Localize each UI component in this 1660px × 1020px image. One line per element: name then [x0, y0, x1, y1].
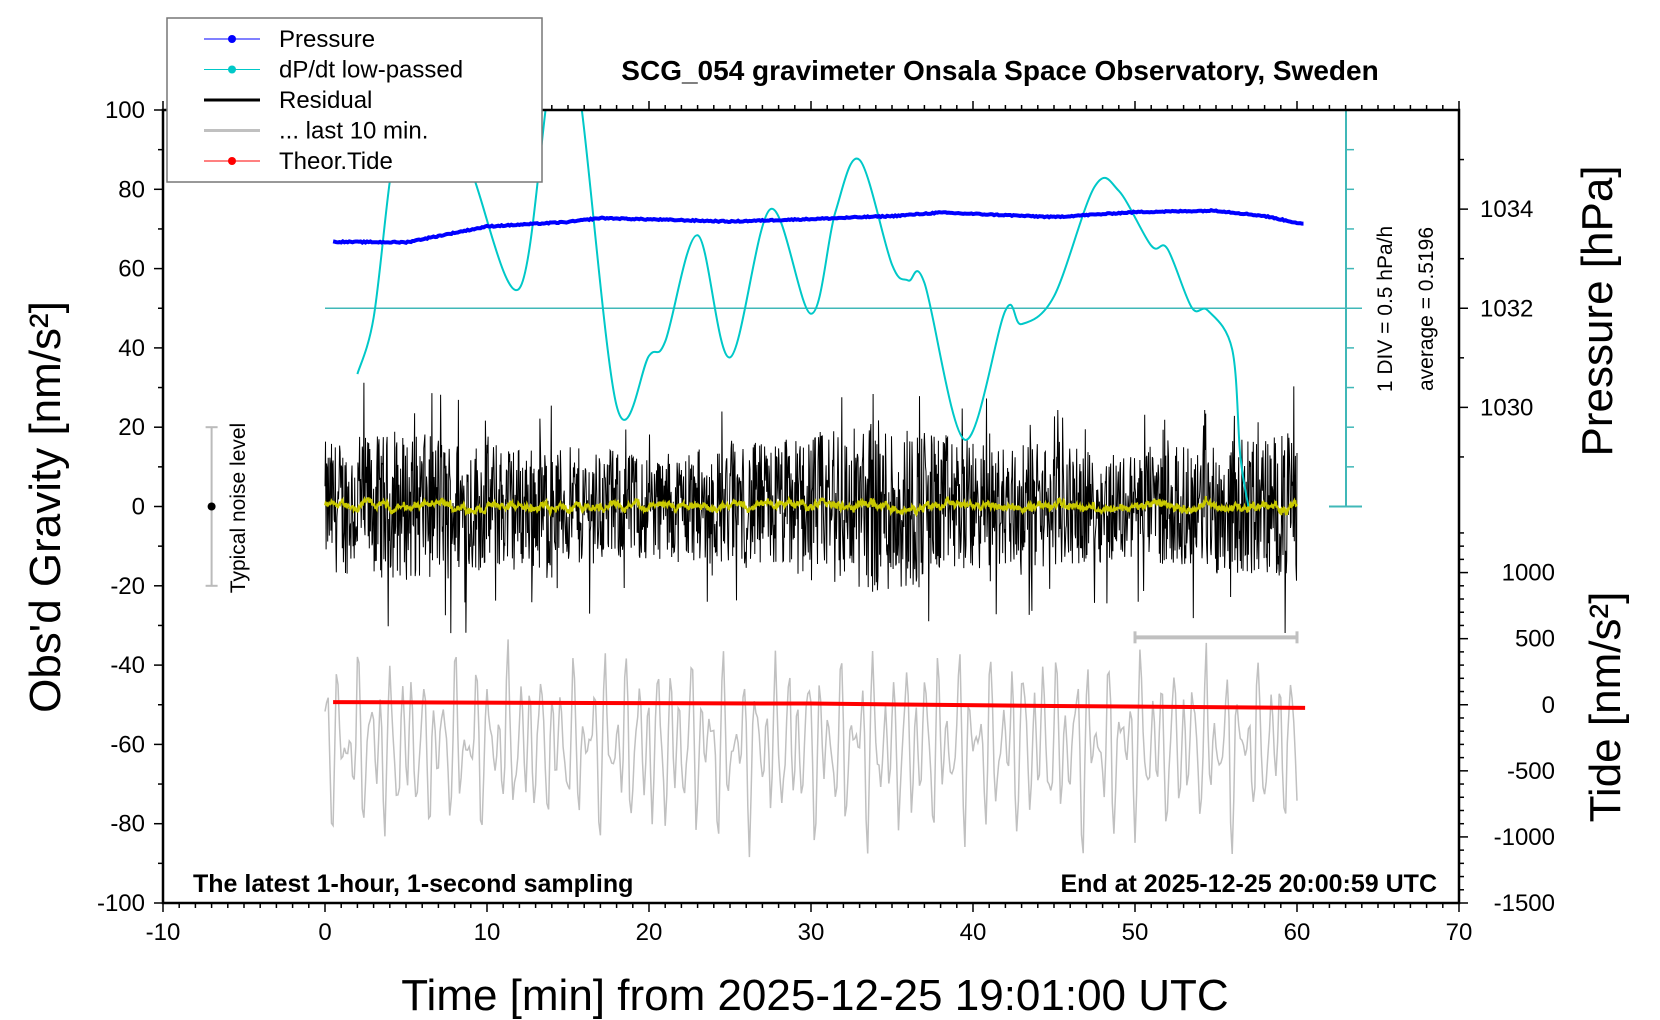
y-axis-label-left: Obs'd Gravity [nm/s²] — [21, 301, 70, 713]
plot-area — [324, 110, 1362, 858]
tide-tick-label: 1000 — [1502, 560, 1555, 587]
x-tick-label: 60 — [1284, 919, 1311, 946]
y-axis-label-tide: Tide [nm/s²] — [1581, 592, 1630, 823]
legend-label-0: Pressure — [279, 26, 375, 53]
last-10-min-series — [324, 639, 1298, 858]
tide-series — [333, 700, 1306, 710]
x-axis-label: Time [min] from 2025-12-25 19:01:00 UTC — [401, 971, 1228, 1020]
x-tick-label: 40 — [960, 919, 987, 946]
legend-marker-0 — [228, 35, 236, 43]
legend: Pressure dP/dt low-passed Residual ... last… — [166, 17, 543, 183]
x-tick-label: 30 — [798, 919, 825, 946]
legend-label-3: ... last 10 min. — [279, 118, 428, 145]
y-axis-label-pressure: Pressure [hPa] — [1573, 165, 1622, 456]
tide-tick-label: 0 — [1542, 692, 1555, 719]
y-tick-label: 80 — [118, 176, 145, 203]
tide-tick-label: 500 — [1515, 626, 1555, 653]
x-tick-label: 70 — [1446, 919, 1473, 946]
x-tick-label: 50 — [1122, 919, 1149, 946]
y-tick-label: 20 — [118, 414, 145, 441]
annotation-sampling: The latest 1-hour, 1-second sampling — [193, 870, 633, 898]
legend-label-2: Residual — [279, 87, 372, 114]
y-tick-label: 40 — [118, 335, 145, 362]
y-tick-label: -40 — [110, 652, 145, 679]
x-tick-label: 20 — [636, 919, 663, 946]
noise-level-label: Typical noise level — [227, 423, 250, 593]
pressure-tick-label: 1034 — [1480, 196, 1533, 223]
residual-series — [324, 382, 1298, 634]
pressure-tick-label: 1032 — [1480, 295, 1533, 322]
x-tick-label: -10 — [146, 919, 181, 946]
y-tick-label: -20 — [110, 573, 145, 600]
y-tick-label: -80 — [110, 811, 145, 838]
pressure-series — [332, 208, 1304, 246]
y-tick-label: -60 — [110, 731, 145, 758]
tide-tick-label: -500 — [1507, 758, 1555, 785]
x-tick-label: 10 — [474, 919, 501, 946]
dpdt-average-label: average = 0.5196 — [1415, 227, 1438, 391]
y-tick-label: 100 — [105, 97, 145, 124]
annotation-end-time: End at 2025-12-25 20:00:59 UTC — [1060, 870, 1437, 898]
legend-label-1: dP/dt low-passed — [279, 57, 463, 84]
chart-title: SCG_054 gravimeter Onsala Space Observat… — [621, 55, 1378, 86]
x-tick-label: 0 — [318, 919, 331, 946]
legend-label-4: Theor.Tide — [279, 148, 393, 175]
residual-smoothed-series — [324, 495, 1298, 518]
axes: -10 0 10 20 30 40 50 60 70100806040200-20-40-60-… — [97, 97, 1555, 946]
y-tick-label: 0 — [132, 494, 145, 521]
noise-level-dot — [207, 502, 216, 511]
dpdt-series — [356, 110, 1250, 507]
legend-marker-1 — [228, 65, 236, 74]
y-tick-label: 60 — [118, 256, 145, 283]
dpdt-scale-label: 1 DIV = 0.5 hPa/h — [1374, 226, 1397, 392]
legend-marker-4 — [228, 157, 236, 165]
tide-tick-label: -1500 — [1494, 890, 1555, 917]
pressure-tick-label: 1030 — [1480, 394, 1533, 421]
tide-tick-label: -1000 — [1494, 824, 1555, 851]
y-tick-label: -100 — [97, 890, 145, 917]
